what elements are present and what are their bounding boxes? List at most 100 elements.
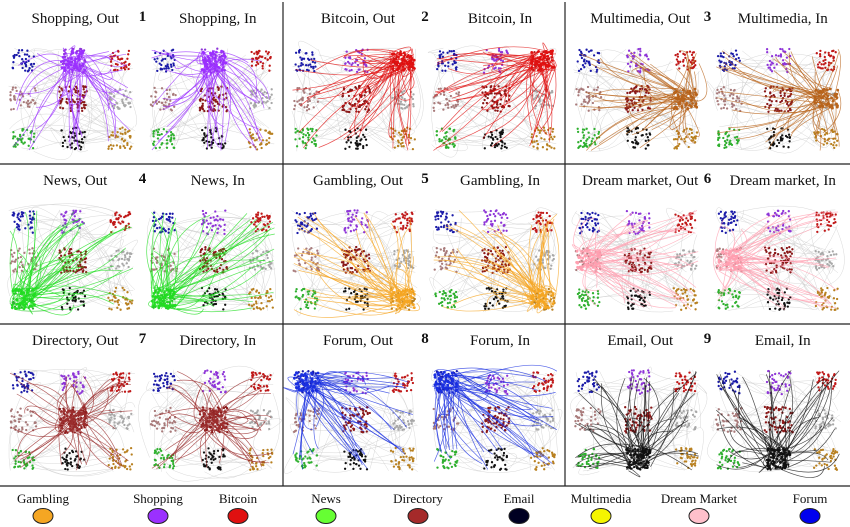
node [256, 227, 259, 231]
node [311, 51, 314, 54]
node [719, 55, 722, 58]
node [449, 94, 453, 98]
hub-node [158, 298, 162, 302]
panel-title-out: News, Out [43, 173, 108, 189]
node [455, 66, 458, 69]
hub-node [25, 298, 29, 301]
node [170, 65, 173, 68]
node [208, 144, 211, 147]
node [435, 134, 438, 137]
node [818, 61, 821, 64]
hub-node [28, 304, 32, 308]
node [263, 91, 266, 94]
node [202, 136, 205, 140]
node [128, 147, 132, 150]
node [625, 108, 628, 111]
node [494, 135, 497, 139]
node [413, 138, 416, 141]
hub-node [64, 58, 67, 62]
panel-title-in: News, In [191, 173, 246, 189]
node [18, 266, 21, 269]
highlighted-edge [207, 66, 225, 128]
panel-title-in: Bitcoin, In [468, 11, 533, 27]
node [169, 138, 173, 141]
hub-node [70, 68, 74, 71]
node [116, 55, 119, 59]
node [14, 86, 17, 89]
node [216, 100, 219, 103]
node [672, 138, 676, 141]
node [587, 60, 591, 63]
node [720, 107, 723, 110]
node [160, 132, 163, 136]
node [813, 131, 816, 134]
node [394, 129, 397, 132]
node [26, 49, 29, 52]
node [269, 57, 272, 60]
hub-node [154, 295, 158, 299]
node [412, 93, 415, 96]
node [25, 101, 28, 104]
node [483, 147, 486, 150]
node [112, 220, 115, 224]
hub-node [813, 95, 817, 99]
hub-node [214, 64, 218, 67]
node [113, 223, 116, 226]
node [646, 106, 650, 110]
node [403, 89, 406, 93]
node [305, 247, 308, 250]
node [787, 133, 791, 136]
highlighted-edge [64, 45, 76, 65]
node [824, 66, 827, 69]
node [348, 102, 351, 105]
node [345, 110, 348, 113]
node [20, 49, 24, 52]
node [265, 142, 269, 146]
node [310, 140, 314, 144]
node [735, 53, 738, 56]
node [581, 64, 585, 67]
node [631, 90, 634, 93]
node [204, 246, 207, 249]
node [110, 147, 113, 150]
hub-node [399, 53, 403, 57]
node [576, 60, 579, 63]
node [257, 211, 260, 214]
node [294, 290, 298, 293]
node [579, 144, 582, 148]
node [346, 267, 349, 270]
node [16, 213, 19, 217]
node-cluster-middle-left [293, 86, 321, 112]
node [163, 229, 167, 232]
node [439, 92, 442, 96]
node [303, 224, 306, 227]
hub-node [694, 102, 698, 106]
node [14, 258, 18, 261]
node [311, 53, 314, 56]
node [66, 145, 69, 149]
node [29, 101, 33, 104]
node [27, 144, 30, 147]
node [365, 254, 368, 257]
node [343, 228, 346, 231]
node [453, 106, 456, 109]
node [313, 70, 316, 73]
node [298, 213, 301, 216]
node [725, 107, 729, 110]
node [28, 252, 31, 255]
highlighted-edge [35, 67, 68, 130]
node [438, 50, 442, 53]
node [155, 102, 159, 105]
node [13, 95, 16, 98]
node [107, 147, 110, 150]
node [310, 258, 313, 262]
node [820, 127, 824, 131]
node [730, 102, 734, 105]
node [732, 55, 735, 58]
node [717, 103, 720, 106]
node [116, 130, 119, 134]
panel-number: 2 [421, 9, 429, 25]
node [631, 109, 634, 112]
node [223, 223, 226, 227]
node [733, 136, 737, 139]
